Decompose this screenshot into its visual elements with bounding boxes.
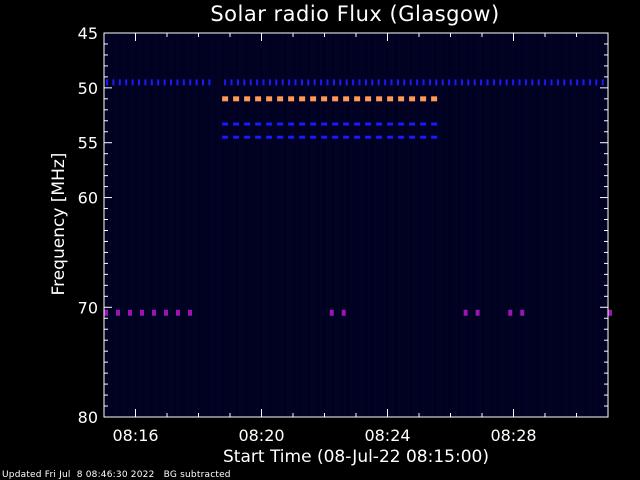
feature-dashed-band-53-3: [222, 122, 438, 126]
background-noise: [104, 33, 607, 417]
feature-intermittent-band-70-5: [104, 309, 612, 316]
y-tick-label-4: 70: [78, 298, 98, 317]
x-tick-label-2: 08:24: [364, 426, 410, 445]
x-axis-label: Start Time (08-Jul-22 08:15:00): [223, 447, 489, 467]
y-tick-label-1: 50: [78, 79, 98, 98]
feature-dotted-band-49-5: [106, 79, 604, 86]
y-tick-label-5: 80: [78, 408, 98, 427]
update-footer: Updated Fri Jul 8 08:46:30 2022 BG subtr…: [2, 470, 231, 480]
y-tick-label-3: 60: [78, 189, 98, 208]
y-tick-label-0: 45: [78, 24, 98, 43]
feature-dashed-band-51: [222, 96, 438, 102]
feature-dashed-band-54-5: [222, 135, 438, 139]
y-tick-label-2: 55: [78, 134, 98, 153]
x-tick-label-3: 08:28: [490, 426, 536, 445]
chart-title: Solar radio Flux (Glasgow): [210, 2, 500, 26]
x-tick-label-1: 08:20: [238, 426, 284, 445]
y-axis-label: Frequency [MHz]: [49, 153, 69, 296]
x-tick-label-0: 08:16: [112, 426, 158, 445]
